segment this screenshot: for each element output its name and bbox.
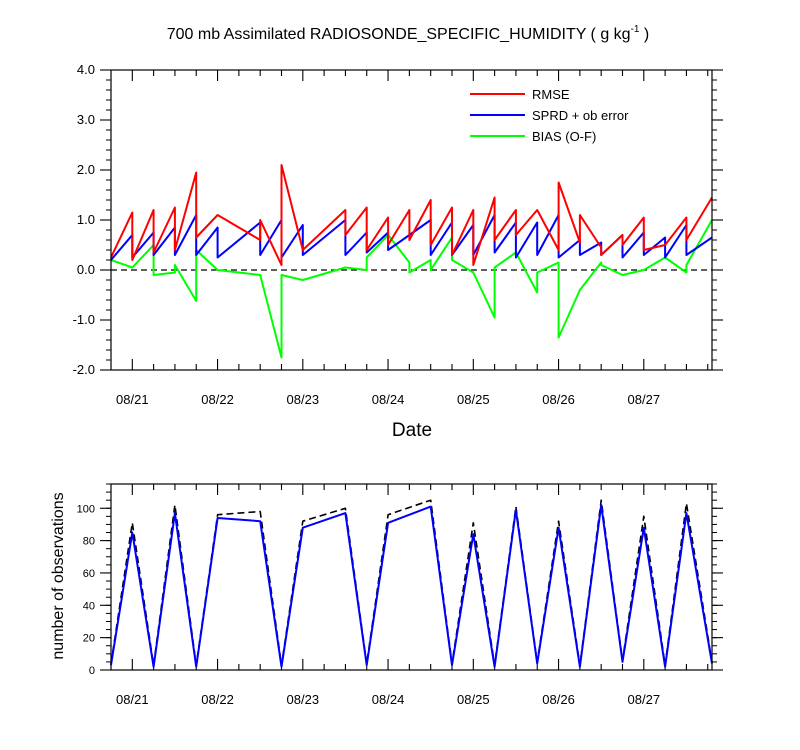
assimilated-observations-line (110, 504, 713, 668)
y-tick-label: 80 (83, 536, 95, 548)
y-tick-label: 100 (77, 503, 95, 515)
y-tick-label: 60 (83, 568, 95, 580)
y-tick-label: 1.0 (77, 212, 95, 227)
top-series-group (110, 164, 713, 359)
x-tick-label: 08/23 (287, 692, 320, 707)
top-plot-frame (110, 69, 713, 371)
x-tick-label: 08/27 (628, 392, 661, 407)
bottom-y-tick-labels: 0 20 40 60 80 100 (77, 503, 95, 677)
top-x-tick-labels: 08/21 08/22 08/23 08/24 08/25 08/26 08/27 (116, 392, 660, 407)
legend-sprd-ob-error-label: SPRD + ob error (532, 108, 629, 123)
bottom-x-tick-labels: 08/21 08/22 08/23 08/24 08/25 08/26 08/27 (116, 692, 660, 707)
x-tick-label: 08/22 (201, 392, 234, 407)
bottom-plot-frame (110, 483, 713, 671)
y-tick-label: 2.0 (77, 162, 95, 177)
x-tick-label: 08/22 (201, 692, 234, 707)
x-tick-label: 08/25 (457, 692, 490, 707)
y-tick-label: 0.0 (77, 262, 95, 277)
top-y-tick-labels: -2.0 -1.0 0.0 1.0 2.0 3.0 4.0 (73, 62, 95, 377)
y-tick-label: 4.0 (77, 62, 95, 77)
y-tick-label: -1.0 (73, 312, 95, 327)
x-tick-label: 08/23 (287, 392, 320, 407)
chart-title: 700 mb Assimilated RADIOSONDE_SPECIFIC_H… (167, 24, 650, 43)
x-tick-label: 08/26 (542, 392, 575, 407)
x-tick-label: 08/26 (542, 692, 575, 707)
bottom-axes-ticks (100, 483, 723, 671)
rmse-line (110, 164, 713, 266)
x-tick-label: 08/24 (372, 392, 405, 407)
x-tick-label: 08/21 (116, 692, 149, 707)
bias-line (110, 219, 713, 359)
top-axes-ticks (100, 69, 723, 371)
legend-rmse-label: RMSE (532, 87, 570, 102)
y-axis-label-observations: number of observations (50, 492, 67, 659)
x-axis-label: Date (392, 420, 432, 441)
legend-bias-label: BIAS (O-F) (532, 129, 596, 144)
y-tick-label: 3.0 (77, 112, 95, 127)
legend: RMSE SPRD + ob error BIAS (O-F) (470, 87, 629, 144)
x-tick-label: 08/25 (457, 392, 490, 407)
x-tick-label: 08/21 (116, 392, 149, 407)
y-tick-label: 0 (89, 665, 95, 677)
y-tick-label: 40 (83, 600, 95, 612)
bottom-series-group (110, 499, 713, 668)
y-tick-label: 20 (83, 633, 95, 645)
x-tick-label: 08/24 (372, 692, 405, 707)
x-tick-label: 08/27 (628, 692, 661, 707)
y-tick-label: -2.0 (73, 362, 95, 377)
possible-observations-line (110, 499, 713, 666)
